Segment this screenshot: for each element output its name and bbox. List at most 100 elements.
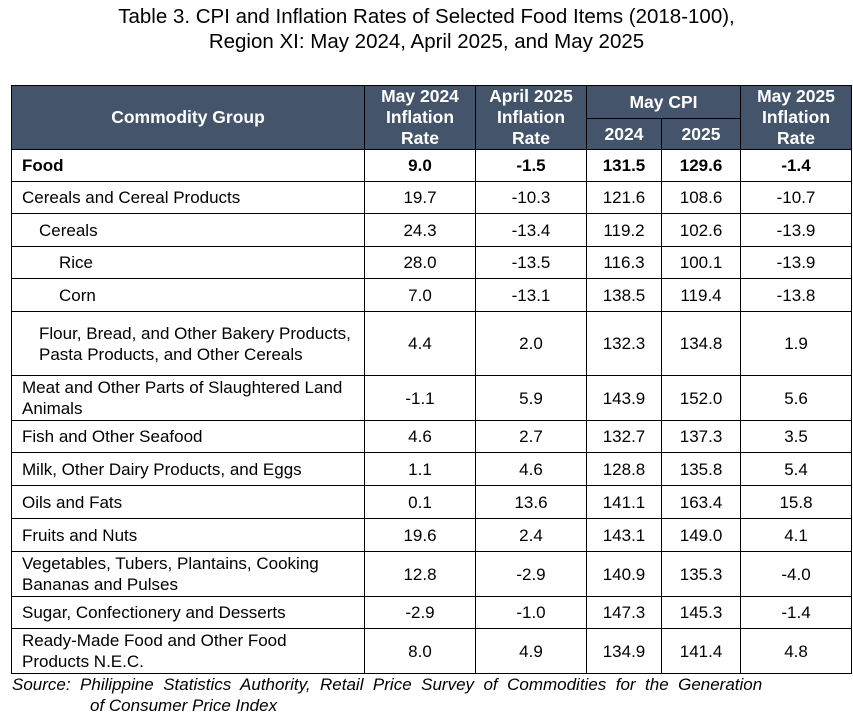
inflation-may2024: -2.9 bbox=[364, 596, 476, 629]
cpi-2024: 134.9 bbox=[586, 628, 662, 674]
inflation-may2024: 19.7 bbox=[364, 181, 476, 214]
cpi-2025: 145.3 bbox=[660, 596, 742, 629]
header-cpi-2025: 2025 bbox=[660, 118, 742, 150]
table-row: Milk, Other Dairy Products, and Eggs 1.1… bbox=[11, 452, 853, 486]
inflation-may2024: 9.0 bbox=[364, 149, 476, 182]
inflation-apr2025: -1.0 bbox=[475, 596, 587, 629]
inflation-may2025: -1.4 bbox=[740, 149, 853, 182]
inflation-may2024: 24.3 bbox=[364, 213, 476, 247]
table-row-food: Food 9.0 -1.5 131.5 129.6 -1.4 bbox=[11, 149, 853, 182]
cpi-2025: 135.8 bbox=[660, 452, 742, 486]
cpi-2024: 128.8 bbox=[586, 452, 662, 486]
table-row: Meat and Other Parts of Slaughtered Land… bbox=[11, 375, 853, 421]
inflation-apr2025: -13.5 bbox=[475, 246, 587, 279]
cpi-2025: 134.8 bbox=[660, 311, 742, 376]
cpi-2024: 143.1 bbox=[586, 518, 662, 552]
commodity-name: Oils and Fats bbox=[11, 485, 365, 519]
table-row: Fruits and Nuts 19.6 2.4 143.1 149.0 4.1 bbox=[11, 518, 853, 552]
header-apr2025-line-2: Inflation bbox=[496, 107, 566, 127]
inflation-apr2025: 2.7 bbox=[475, 420, 587, 453]
commodity-name: Rice bbox=[11, 246, 365, 279]
header-cpi-2024: 2024 bbox=[586, 118, 662, 150]
cpi-2025: 100.1 bbox=[660, 246, 742, 279]
inflation-may2024: 4.6 bbox=[364, 420, 476, 453]
header-may2025-inflation: May 2025 Inflation Rate bbox=[740, 85, 853, 150]
commodity-name: Food bbox=[11, 149, 365, 182]
inflation-apr2025: 4.6 bbox=[475, 452, 587, 486]
inflation-may2024: 1.1 bbox=[364, 452, 476, 486]
cpi-2024: 143.9 bbox=[586, 375, 662, 421]
cpi-2024: 132.3 bbox=[586, 311, 662, 376]
cpi-2025: 108.6 bbox=[660, 181, 742, 214]
source-note-line-2: of Consumer Price Index bbox=[90, 696, 278, 715]
table-row: Sugar, Confectionery and Desserts -2.9 -… bbox=[11, 596, 853, 629]
inflation-may2025: 15.8 bbox=[740, 485, 853, 519]
header-apr2025-line-1: April 2025 bbox=[489, 86, 573, 106]
commodity-name: Fish and Other Seafood bbox=[11, 420, 365, 453]
header-may2025-line-2: Inflation bbox=[761, 107, 831, 127]
table-row: Cereals 24.3 -13.4 119.2 102.6 -13.9 bbox=[11, 213, 853, 247]
table-body: Food 9.0 -1.5 131.5 129.6 -1.4 Cereals a… bbox=[11, 149, 853, 674]
inflation-apr2025: -10.3 bbox=[475, 181, 587, 214]
source-note-line-1: Source: Philippine Statistics Authority,… bbox=[12, 675, 763, 694]
inflation-may2025: -13.8 bbox=[740, 278, 853, 312]
table-row: Flour, Bread, and Other Bakery Products,… bbox=[11, 311, 853, 376]
inflation-apr2025: 5.9 bbox=[475, 375, 587, 421]
commodity-name: Milk, Other Dairy Products, and Eggs bbox=[11, 452, 365, 486]
cpi-2025: 149.0 bbox=[660, 518, 742, 552]
inflation-may2024: 28.0 bbox=[364, 246, 476, 279]
cpi-2024: 141.1 bbox=[586, 485, 662, 519]
inflation-may2025: 1.9 bbox=[740, 311, 853, 376]
cpi-2024: 116.3 bbox=[586, 246, 662, 279]
table-title-line-2: Region XI: May 2024, April 2025, and May… bbox=[208, 30, 645, 53]
inflation-may2025: 3.5 bbox=[740, 420, 853, 453]
inflation-may2025: 4.1 bbox=[740, 518, 853, 552]
inflation-may2024: 0.1 bbox=[364, 485, 476, 519]
inflation-may2024: 19.6 bbox=[364, 518, 476, 552]
cpi-2024: 132.7 bbox=[586, 420, 662, 453]
inflation-may2025: -4.0 bbox=[740, 551, 853, 597]
inflation-may2024: 12.8 bbox=[364, 551, 476, 597]
cpi-2024: 140.9 bbox=[586, 551, 662, 597]
inflation-apr2025: 2.0 bbox=[475, 311, 587, 376]
header-apr2025-line-3: Rate bbox=[512, 128, 550, 148]
inflation-may2024: 4.4 bbox=[364, 311, 476, 376]
header-may2024-inflation: May 2024 Inflation Rate bbox=[364, 85, 476, 150]
table-row: Ready-Made Food and Other Food Products … bbox=[11, 628, 853, 674]
inflation-may2025: 5.6 bbox=[740, 375, 853, 421]
source-note: Source: Philippine Statistics Authority,… bbox=[12, 674, 852, 716]
cpi-inflation-table: Commodity Group May 2024 Inflation Rate … bbox=[11, 85, 853, 674]
table-row: Oils and Fats 0.1 13.6 141.1 163.4 15.8 bbox=[11, 485, 853, 519]
cpi-2025: 119.4 bbox=[660, 278, 742, 312]
header-may2024-line-3: Rate bbox=[401, 128, 439, 148]
cpi-2024: 147.3 bbox=[586, 596, 662, 629]
inflation-apr2025: -1.5 bbox=[475, 149, 587, 182]
cpi-2025: 102.6 bbox=[660, 213, 742, 247]
header-may2025-line-3: Rate bbox=[777, 128, 815, 148]
table-row: Cereals and Cereal Products 19.7 -10.3 1… bbox=[11, 181, 853, 214]
commodity-name: Cereals bbox=[11, 213, 365, 247]
cpi-2024: 121.6 bbox=[586, 181, 662, 214]
commodity-name: Cereals and Cereal Products bbox=[11, 181, 365, 214]
table-row: Fish and Other Seafood 4.6 2.7 132.7 137… bbox=[11, 420, 853, 453]
table-title: Table 3. CPI and Inflation Rates of Sele… bbox=[0, 4, 853, 54]
inflation-apr2025: -13.1 bbox=[475, 278, 587, 312]
commodity-name: Corn bbox=[11, 278, 365, 312]
table-row: Corn 7.0 -13.1 138.5 119.4 -13.8 bbox=[11, 278, 853, 312]
cpi-2025: 152.0 bbox=[660, 375, 742, 421]
cpi-2025: 137.3 bbox=[660, 420, 742, 453]
header-may2024-line-2: Inflation bbox=[385, 107, 455, 127]
commodity-name: Vegetables, Tubers, Plantains, Cooking B… bbox=[11, 551, 365, 597]
inflation-may2024: -1.1 bbox=[364, 375, 476, 421]
cpi-2025: 163.4 bbox=[660, 485, 742, 519]
inflation-may2024: 8.0 bbox=[364, 628, 476, 674]
cpi-2025: 129.6 bbox=[660, 149, 742, 182]
header-may2025-line-1: May 2025 bbox=[757, 86, 835, 106]
table-title-line-1: Table 3. CPI and Inflation Rates of Sele… bbox=[118, 5, 735, 28]
commodity-name: Meat and Other Parts of Slaughtered Land… bbox=[11, 375, 365, 421]
commodity-name: Ready-Made Food and Other Food Products … bbox=[11, 628, 365, 674]
inflation-may2025: 5.4 bbox=[740, 452, 853, 486]
table-row: Vegetables, Tubers, Plantains, Cooking B… bbox=[11, 551, 853, 597]
inflation-may2025: 4.8 bbox=[740, 628, 853, 674]
cpi-2024: 119.2 bbox=[586, 213, 662, 247]
